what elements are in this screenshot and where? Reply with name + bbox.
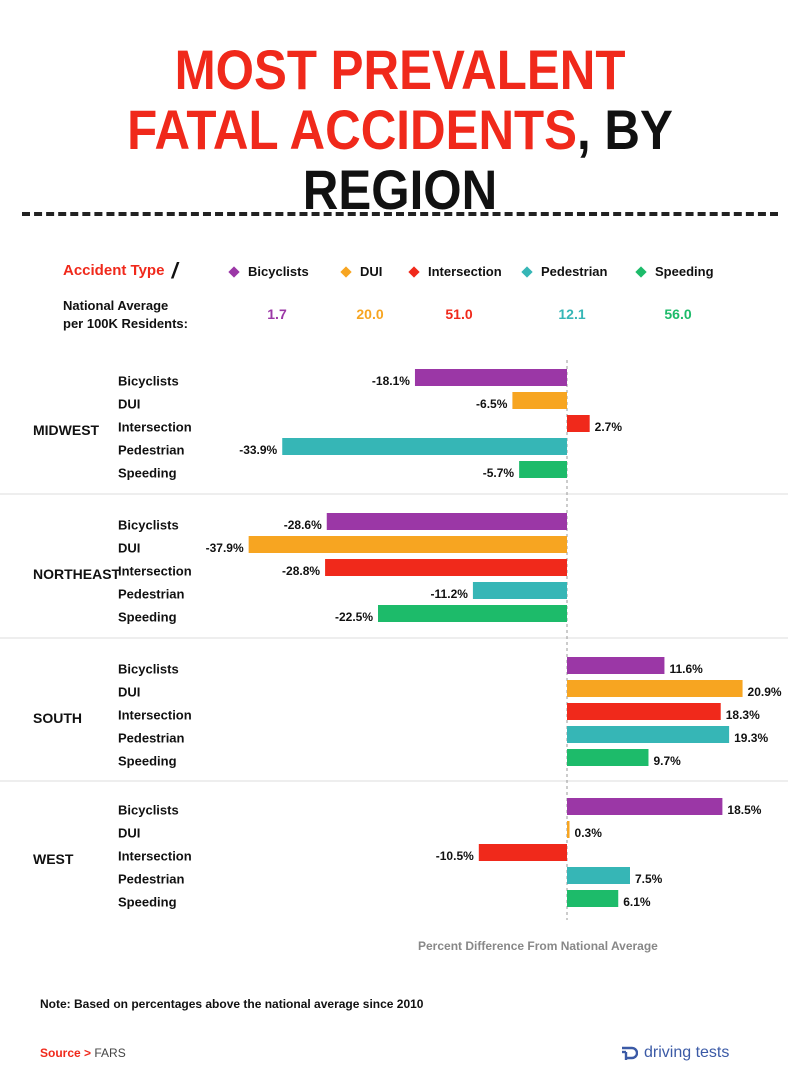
category-label: Bicyclists <box>118 517 179 532</box>
bar <box>282 438 567 455</box>
data-label: 18.5% <box>727 803 761 817</box>
bar <box>567 680 743 697</box>
data-label: 2.7% <box>595 420 623 434</box>
brand-name: driving tests <box>644 1044 730 1061</box>
data-label: 18.3% <box>726 708 760 722</box>
bar <box>567 726 730 743</box>
title-line-1: MOST PREVALENT <box>174 38 626 101</box>
data-label: -28.6% <box>284 518 322 532</box>
category-label: Pedestrian <box>118 442 185 457</box>
national-average-intersection: 51.0 <box>445 306 473 322</box>
region-label: WEST <box>33 851 74 867</box>
legend-item-label: Bicyclists <box>248 264 309 279</box>
category-label: DUI <box>118 684 140 699</box>
legend-item-dui: DUI <box>340 264 383 279</box>
category-label: DUI <box>118 540 140 555</box>
bar <box>414 369 567 386</box>
national-average-speeding: 56.0 <box>664 306 692 322</box>
data-label: -37.9% <box>206 541 244 555</box>
data-label: -22.5% <box>335 610 373 624</box>
legend-item-label: Speeding <box>655 264 714 279</box>
source-label: Source > <box>40 1046 92 1060</box>
bar <box>567 798 723 815</box>
legend-item-label: DUI <box>360 264 383 279</box>
bar <box>567 415 590 432</box>
bar <box>567 867 630 884</box>
category-label: Pedestrian <box>118 730 185 745</box>
legend-item-label: Pedestrian <box>541 264 608 279</box>
legend-item-speeding: Speeding <box>635 264 714 279</box>
national-average-label-line-1: National Average <box>63 298 169 313</box>
category-label: Bicyclists <box>118 661 179 676</box>
data-label: -5.7% <box>483 466 515 480</box>
data-label: -18.1% <box>372 374 410 388</box>
bar <box>478 844 567 861</box>
data-label: -28.8% <box>282 564 320 578</box>
title-suffix: , BY REGION <box>302 98 673 221</box>
bar <box>472 582 567 599</box>
data-label: -11.2% <box>431 587 469 601</box>
category-label: Speeding <box>118 894 177 909</box>
bar <box>325 559 567 576</box>
bar <box>378 605 567 622</box>
driving-tests-logo-icon <box>622 1046 638 1060</box>
source: Source > FARS <box>40 1046 126 1060</box>
bar <box>567 657 665 674</box>
data-label: -10.5% <box>436 849 474 863</box>
data-label: 9.7% <box>653 754 681 768</box>
category-label: Intersection <box>118 848 192 863</box>
source-value: FARS <box>94 1046 126 1060</box>
category-label: Speeding <box>118 609 177 624</box>
legend-label: Accident Type <box>63 262 165 279</box>
data-label: 7.5% <box>635 872 663 886</box>
bar <box>567 821 570 838</box>
category-label: Bicyclists <box>118 373 179 388</box>
national-average-label-line-2: per 100K Residents: <box>63 316 188 331</box>
data-label: 6.1% <box>623 895 651 909</box>
category-label: DUI <box>118 396 140 411</box>
national-average-bicyclists: 1.7 <box>267 306 287 322</box>
bar <box>248 536 567 553</box>
bar <box>567 890 619 907</box>
category-label: DUI <box>118 825 140 840</box>
title-line-2: FATAL ACCIDENTS, BY REGION <box>48 100 752 220</box>
category-label: Pedestrian <box>118 871 185 886</box>
region-label: SOUTH <box>33 710 82 726</box>
legend-item-bicyclists: Bicyclists <box>228 264 309 279</box>
category-label: Intersection <box>118 563 192 578</box>
data-label: 11.6% <box>669 662 703 676</box>
legend-item-intersection: Intersection <box>408 264 502 279</box>
data-label: 20.9% <box>748 685 782 699</box>
bar <box>326 513 567 530</box>
dashed-divider <box>22 212 778 216</box>
bar <box>567 749 649 766</box>
category-label: Intersection <box>118 707 192 722</box>
region-label: NORTHEAST <box>33 566 121 582</box>
legend-item-label: Intersection <box>428 264 502 279</box>
national-average-label: National Average per 100K Residents: <box>63 297 188 333</box>
data-label: -6.5% <box>476 397 508 411</box>
brand-logo: driving tests <box>620 1044 729 1062</box>
national-average-pedestrian: 12.1 <box>558 306 586 322</box>
category-label: Speeding <box>118 465 177 480</box>
x-axis-title: Percent Difference From National Average <box>418 939 658 953</box>
title-highlight: FATAL ACCIDENTS <box>127 98 578 161</box>
bar <box>519 461 567 478</box>
data-label: -33.9% <box>239 443 277 457</box>
legend-item-pedestrian: Pedestrian <box>521 264 608 279</box>
bar <box>512 392 567 409</box>
footnote: Note: Based on percentages above the nat… <box>40 997 424 1011</box>
category-label: Pedestrian <box>118 586 185 601</box>
region-label: MIDWEST <box>33 422 100 438</box>
bar <box>567 703 721 720</box>
data-label: 19.3% <box>734 731 768 745</box>
category-label: Intersection <box>118 419 192 434</box>
national-average-dui: 20.0 <box>356 306 384 322</box>
category-label: Speeding <box>118 753 177 768</box>
data-label: 0.3% <box>575 826 603 840</box>
category-label: Bicyclists <box>118 802 179 817</box>
